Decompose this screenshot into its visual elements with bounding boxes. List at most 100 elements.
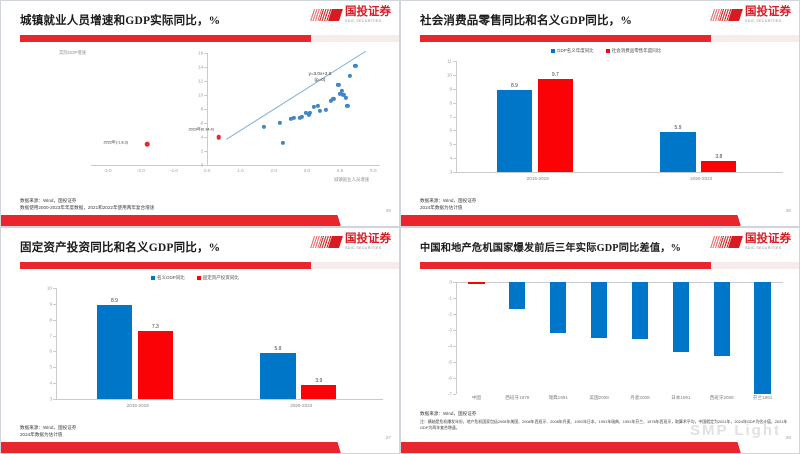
y-tick-mark	[453, 346, 456, 347]
y-tick-label: 5	[449, 141, 452, 147]
equation-line-1: y=3.0x+2.0	[308, 71, 332, 77]
y-tick-label: 16	[198, 50, 204, 56]
source-note: 数据来源：Wind，国投证券 2024年数据为估计值	[20, 424, 76, 438]
source-line-2: 2024年数据为估计值	[20, 432, 63, 438]
grouped-bar-chart: 3 4 5 6 7 8 9 10 名义GDP同比 固定资产投资同比 8.9 7.3 2015-2019 5…	[14, 272, 389, 417]
data-point-label: 2022年(-1.8,3)	[103, 140, 128, 145]
y-tick-label: 10	[46, 285, 52, 291]
data-point	[288, 116, 294, 121]
data-point	[312, 104, 317, 109]
data-point	[338, 92, 343, 97]
y-tick-label: -4	[447, 343, 452, 349]
data-point	[336, 83, 341, 88]
y-tick-mark	[453, 158, 456, 160]
x-tick-label: -2.0	[136, 168, 145, 173]
y-tick-label: 9	[49, 301, 52, 307]
bar-red	[701, 160, 737, 172]
legend-item: 固定资产投资同比	[196, 275, 239, 281]
x-tick-label: -3.0	[103, 168, 112, 173]
legend-swatch	[551, 49, 555, 53]
footer-bar	[401, 215, 799, 226]
category-label: 2015-2019	[526, 176, 549, 181]
y-tick-mark	[453, 130, 456, 132]
bar-value-label: 3.9	[315, 377, 323, 384]
brand-logo: 国投证券 SDIC SECURITIES	[710, 233, 791, 250]
y-tick-mark	[204, 151, 207, 152]
source-line-2: 数据使用2000-2023年年度数据，2021和2022年使用两年复合增速	[20, 205, 155, 211]
y-axis-label: 实际GDP增速	[59, 50, 87, 55]
title-underline-tail	[311, 35, 399, 42]
y-tick-mark	[453, 88, 456, 90]
logo-name-en: SDIC SECURITIES	[745, 245, 782, 250]
logo-name-cn: 国投证券	[745, 233, 791, 245]
bar-value-label: 5.9	[674, 124, 682, 131]
y-tick-label: 9	[449, 86, 452, 92]
y-tick-mark	[53, 288, 56, 289]
y-tick-label: 4	[200, 134, 204, 140]
footer-bar	[401, 442, 799, 453]
x-tick-label: 4.0	[336, 168, 344, 173]
title-underline-bar	[20, 262, 311, 269]
y-tick-mark	[453, 362, 456, 363]
data-point	[280, 141, 285, 146]
source-note: 数据来源：Wind，国投证券 2024年数据为估计值	[420, 197, 476, 211]
y-tick-mark	[453, 61, 456, 62]
category-label: 瑞典1991	[548, 395, 568, 400]
equation-pvalue: (p=0)	[314, 77, 326, 83]
footnote: 注：横轴是危机爆发年份，地产危机国家包括2008年美国、2008年西班牙、200…	[420, 419, 788, 430]
logo-name-cn: 国投证券	[745, 6, 791, 18]
y-tick-label: 0	[449, 279, 452, 285]
y-tick-label: 8	[49, 317, 52, 323]
category-label: 2020-2024	[690, 176, 713, 181]
y-tick-label: 7	[49, 333, 52, 339]
category-label: 芬兰1991	[752, 395, 773, 400]
data-point	[341, 92, 346, 98]
data-point	[261, 125, 266, 130]
bar-blue	[672, 282, 689, 353]
legend-swatch	[196, 276, 201, 280]
logo-mark-icon	[310, 235, 343, 250]
data-point	[306, 113, 311, 118]
bar-blue	[96, 305, 133, 399]
bar-blue	[590, 282, 608, 338]
y-tick-label: -5	[447, 359, 452, 365]
y-tick-label: 4	[49, 380, 52, 386]
y-tick-mark	[53, 319, 56, 321]
y-tick-label: -7	[447, 391, 452, 397]
legend-swatch	[605, 49, 610, 53]
bar-value-label: 8.9	[510, 83, 518, 90]
y-tick-label: 5	[49, 364, 52, 370]
bar-value-label: 8.9	[110, 298, 118, 305]
slide-26: 社会消费品零售同比和名义GDP同比，% 国投证券 SDIC SECURITIES…	[400, 0, 800, 227]
y-tick-mark	[53, 367, 56, 369]
x-tick-label: 1.0	[237, 168, 244, 173]
data-point	[345, 104, 350, 109]
grouped-bar-chart: 3 4 5 6 7 8 9 10 11 GDP名义年度同比 社会消费品零售年度同比 8.9 9.7 201…	[414, 45, 789, 190]
data-point	[339, 88, 344, 93]
logo-name-en: SDIC SECURITIES	[745, 18, 782, 23]
y-tick-label: 14	[198, 64, 204, 70]
y-tick-label: -1	[447, 295, 452, 301]
data-point-highlight	[216, 134, 221, 140]
page-title: 中国和地产危机国家爆发前后三年实际GDP同比差值，%	[420, 243, 682, 254]
y-tick-mark	[453, 172, 456, 173]
bar-red	[468, 282, 485, 284]
data-point	[297, 116, 302, 121]
source-line-2: 2024年数据为估计值	[420, 205, 463, 211]
bar-blue	[260, 353, 296, 399]
x-axis-label: 城镇就业人员增速	[334, 177, 370, 182]
x-tick-label: -1.0	[170, 168, 178, 173]
y-tick-label: -3	[447, 327, 452, 333]
y-tick-label: 8	[449, 100, 452, 106]
data-point-highlight	[145, 141, 150, 147]
source-note: 数据来源：Wind，国投证券 数据使用2000-2023年年度数据，2021和2…	[20, 197, 154, 211]
source-note: 数据来源：Wind，国投证券	[420, 410, 476, 417]
data-point	[353, 63, 358, 68]
bar-value-label: 7.3	[151, 323, 159, 330]
y-tick-mark	[204, 67, 207, 68]
chart-legend: 名义GDP同比 固定资产投资同比	[151, 275, 239, 281]
data-point	[303, 110, 309, 115]
logo-mark-icon	[710, 235, 743, 250]
data-point	[318, 109, 323, 114]
y-tick-label: -2	[447, 311, 452, 317]
